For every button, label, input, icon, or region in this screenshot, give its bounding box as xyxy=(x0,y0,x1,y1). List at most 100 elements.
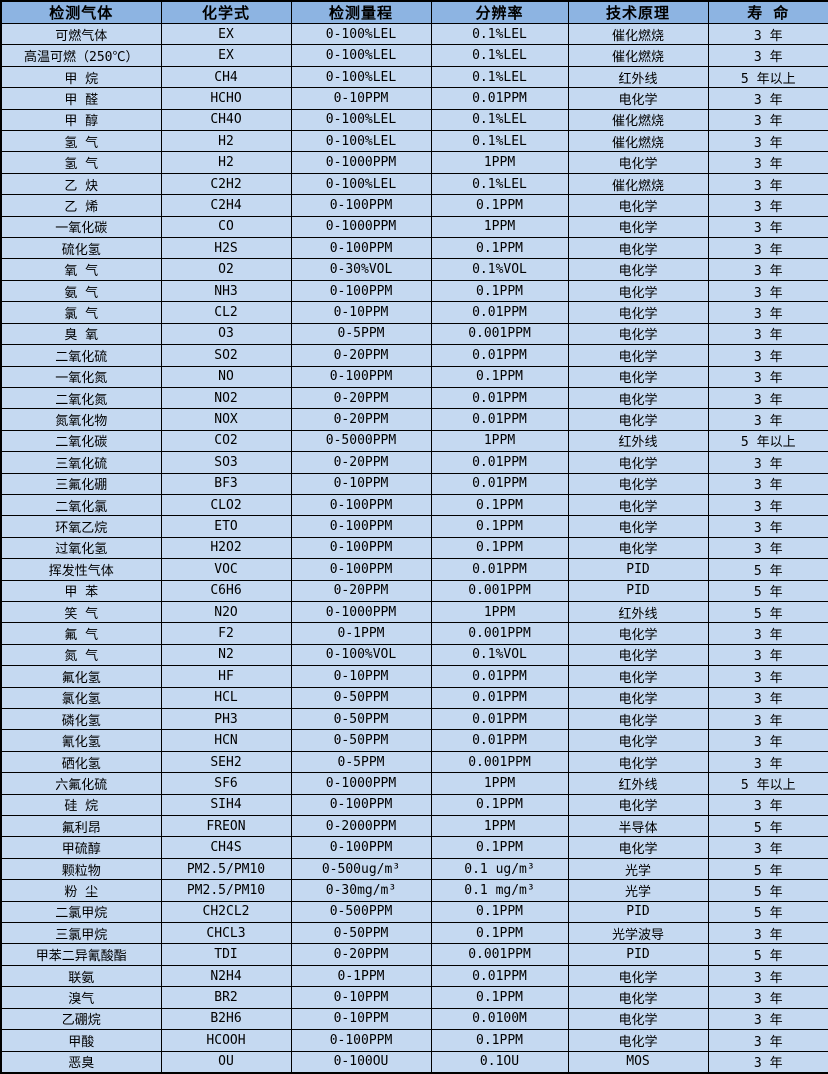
cell-gas-name: 氮 气 xyxy=(0,643,162,667)
cell-formula: ETO xyxy=(160,515,292,538)
cell-resolution: 0.1PPM xyxy=(430,365,569,388)
table-row: 甲酸 HCOOH 0-100PPM 0.1PPM 电化学 3 年 xyxy=(0,1029,828,1052)
cell-principle: 电化学 xyxy=(567,472,709,495)
cell-lifespan: 3 年 xyxy=(707,130,828,153)
cell-formula: H2 xyxy=(160,130,292,153)
table-row: 硒化氢 SEH2 0-5PPM 0.001PPM 电化学 3 年 xyxy=(0,750,828,774)
cell-principle: 红外线 xyxy=(567,65,709,89)
cell-resolution: 0.1%LEL xyxy=(430,44,569,67)
cell-principle: 电化学 xyxy=(567,451,709,474)
cell-gas-name: 笑 气 xyxy=(0,600,162,624)
cell-principle: 电化学 xyxy=(567,836,709,859)
cell-resolution: 0.001PPM xyxy=(430,943,569,966)
cell-resolution: 0.1PPM xyxy=(430,793,569,817)
cell-formula: CHCL3 xyxy=(160,922,292,945)
cell-lifespan: 3 年 xyxy=(707,836,828,859)
cell-resolution: 0.1%VOL xyxy=(430,643,569,667)
cell-principle: 电化学 xyxy=(567,1029,709,1052)
cell-range: 0-100PPM xyxy=(290,365,432,388)
cell-gas-name: 二氧化氯 xyxy=(0,493,162,517)
cell-gas-name: 氧 气 xyxy=(0,258,162,281)
cell-range: 0-100PPM xyxy=(290,194,432,217)
table-row: 二氧化氯 CLO2 0-100PPM 0.1PPM 电化学 3 年 xyxy=(0,493,828,517)
cell-gas-name: 过氧化氢 xyxy=(0,536,162,560)
cell-resolution: 0.1PPM xyxy=(430,900,569,924)
cell-formula: SO2 xyxy=(160,344,292,367)
cell-lifespan: 3 年 xyxy=(707,622,828,645)
cell-principle: 电化学 xyxy=(567,493,709,517)
cell-principle: 催化燃烧 xyxy=(567,130,709,153)
cell-principle: 电化学 xyxy=(567,386,709,410)
cell-resolution: 0.1PPM xyxy=(430,986,569,1009)
cell-formula: HF xyxy=(160,665,292,688)
cell-formula: NO xyxy=(160,365,292,388)
cell-lifespan: 5 年 xyxy=(707,558,828,581)
cell-resolution: 0.1PPM xyxy=(430,493,569,517)
table-row: 氟利昂 FREON 0-2000PPM 1PPM 半导体 5 年 xyxy=(0,815,828,838)
column-header: 分辨率 xyxy=(430,0,569,24)
cell-gas-name: 硒化氢 xyxy=(0,750,162,774)
cell-lifespan: 3 年 xyxy=(707,536,828,560)
cell-range: 0-100%LEL xyxy=(290,65,432,89)
cell-resolution: 0.1PPM xyxy=(430,237,569,260)
cell-principle: 电化学 xyxy=(567,408,709,431)
cell-lifespan: 3 年 xyxy=(707,793,828,817)
cell-formula: NH3 xyxy=(160,279,292,303)
table-row: 三氟化硼 BF3 0-10PPM 0.01PPM 电化学 3 年 xyxy=(0,472,828,495)
column-header: 寿 命 xyxy=(707,0,828,24)
cell-lifespan: 3 年 xyxy=(707,1050,828,1074)
cell-range: 0-1000PPM xyxy=(290,215,432,239)
cell-range: 0-100%LEL xyxy=(290,172,432,196)
cell-lifespan: 3 年 xyxy=(707,237,828,260)
cell-formula: HCOOH xyxy=(160,1029,292,1052)
table-row: 甲 烷 CH4 0-100%LEL 0.1%LEL 红外线 5 年以上 xyxy=(0,65,828,89)
cell-formula: O2 xyxy=(160,258,292,281)
cell-lifespan: 3 年 xyxy=(707,707,828,731)
cell-range: 0-10PPM xyxy=(290,665,432,688)
cell-range: 0-100%LEL xyxy=(290,22,432,46)
cell-resolution: 0.001PPM xyxy=(430,750,569,774)
table-row: 乙 烯 C2H4 0-100PPM 0.1PPM 电化学 3 年 xyxy=(0,194,828,217)
cell-lifespan: 3 年 xyxy=(707,215,828,239)
table-row: 一氧化氮 NO 0-100PPM 0.1PPM 电化学 3 年 xyxy=(0,365,828,388)
table-row: 氯化氢 HCL 0-50PPM 0.01PPM 电化学 3 年 xyxy=(0,686,828,710)
cell-lifespan: 3 年 xyxy=(707,986,828,1009)
cell-resolution: 0.1PPM xyxy=(430,515,569,538)
cell-lifespan: 3 年 xyxy=(707,472,828,495)
cell-principle: PID xyxy=(567,943,709,966)
cell-formula: CL2 xyxy=(160,301,292,324)
cell-lifespan: 5 年以上 xyxy=(707,772,828,795)
cell-lifespan: 3 年 xyxy=(707,1007,828,1031)
cell-lifespan: 3 年 xyxy=(707,194,828,217)
cell-range: 0-10PPM xyxy=(290,1007,432,1031)
cell-formula: SO3 xyxy=(160,451,292,474)
cell-principle: 半导体 xyxy=(567,815,709,838)
cell-gas-name: 硅 烷 xyxy=(0,793,162,817)
cell-formula: C6H6 xyxy=(160,579,292,602)
cell-range: 0-100%LEL xyxy=(290,44,432,67)
cell-principle: 催化燃烧 xyxy=(567,172,709,196)
cell-formula: H2S xyxy=(160,237,292,260)
table-row: 二氯甲烷 CH2CL2 0-500PPM 0.1PPM PID 5 年 xyxy=(0,900,828,924)
cell-resolution: 0.01PPM xyxy=(430,686,569,710)
cell-principle: 红外线 xyxy=(567,600,709,624)
cell-resolution: 0.001PPM xyxy=(430,622,569,645)
cell-gas-name: 三氯甲烷 xyxy=(0,922,162,945)
table-row: 氢 气 H2 0-100%LEL 0.1%LEL 催化燃烧 3 年 xyxy=(0,130,828,153)
cell-resolution: 1PPM xyxy=(430,151,569,174)
cell-principle: 催化燃烧 xyxy=(567,22,709,46)
table-row: 恶臭 OU 0-100OU 0.1OU MOS 3 年 xyxy=(0,1050,828,1074)
cell-range: 0-100%LEL xyxy=(290,108,432,132)
cell-principle: 光学 xyxy=(567,857,709,881)
cell-lifespan: 3 年 xyxy=(707,108,828,132)
cell-principle: 电化学 xyxy=(567,707,709,731)
cell-resolution: 0.1 ug/m³ xyxy=(430,857,569,881)
cell-resolution: 0.01PPM xyxy=(430,729,569,752)
cell-gas-name: 一氧化氮 xyxy=(0,365,162,388)
cell-lifespan: 5 年以上 xyxy=(707,65,828,89)
cell-resolution: 0.1PPM xyxy=(430,194,569,217)
column-header: 技术原理 xyxy=(567,0,709,24)
cell-resolution: 0.01PPM xyxy=(430,87,569,110)
cell-range: 0-1PPM xyxy=(290,964,432,988)
cell-lifespan: 3 年 xyxy=(707,1029,828,1052)
